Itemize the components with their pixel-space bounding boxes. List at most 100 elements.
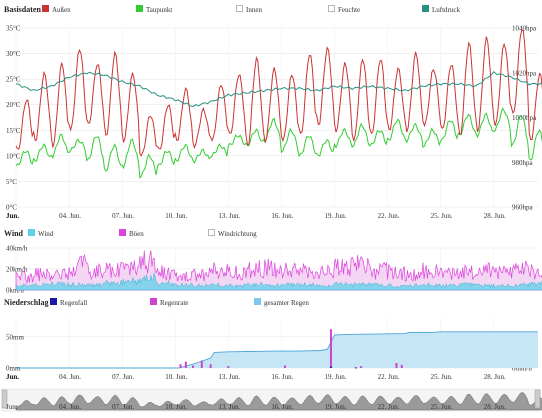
navigator-handle-left[interactable] [1,389,8,409]
series-area-gesamter-regen [16,331,538,368]
y-tick-label: 0km/h [6,287,24,295]
y-tick-label: 40km/h [6,245,28,253]
legend-label: Luftdruck [432,6,460,14]
x-tick-label: 25. Jun. [431,373,453,381]
rain-series [16,329,538,369]
x-tick-label: 13. Jun. [218,212,240,220]
rain-legend: Regenfall Regenrate gesamter Regen [50,298,309,307]
basis-panel: Basisdaten Außen Taupunkt Innen Feuchte Luft… [4,5,542,220]
y-tick-label-left: 5°C [6,178,17,186]
series-area-wind [15,272,542,291]
legend-item-windrichtung[interactable]: Windrichtung [208,229,258,239]
basis-gridlines [15,27,538,208]
legend-swatch [136,5,143,12]
navigator-tick-label: 04. Jun. [59,403,81,411]
basis-x-axis: Jun. 04. Jun. 07. Jun. 10. Jun. 13. Jun. 16. … [6,212,506,220]
y-tick-label-right: 1020hpa [512,69,537,77]
navigator-tick-label: Jun. [6,403,18,411]
navigator-tick-label: 28. Jun. [484,403,506,411]
rain-y-axis-left: 0mm 50mm [6,333,24,372]
x-tick-label: 07. Jun. [112,373,134,381]
rain-panel: Niederschlag Regenfall Regenrate gesamter … [4,298,538,381]
legend-item-feuchte[interactable]: Feuchte [328,5,361,15]
navigator-x-axis: Jun. 04. Jun. 07. Jun. 10. Jun. 13. Jun. 16. … [6,403,506,411]
legend-item-taupunkt[interactable]: Taupunkt [136,5,172,14]
wind-legend: Wind Böen Windrichtung [28,229,257,238]
navigator-tick-label: 16. Jun. [271,403,293,411]
regenrate-bar [360,366,363,368]
series-line-taupunkt [15,107,542,180]
legend-swatch [119,229,126,236]
legend-label: Wind [38,230,54,238]
legend-label: Regenfall [60,299,87,307]
legend-item-b-en[interactable]: Böen [119,229,144,238]
basis-series [15,29,542,180]
legend-item-gesamter-regen[interactable]: gesamter Regen [254,298,309,307]
legend-label: gesamter Regen [264,299,309,307]
x-tick-label: Jun. [6,212,19,220]
x-tick-label: 13. Jun. [218,373,240,381]
navigator-tick-label: 25. Jun. [431,403,453,411]
legend-item-au-en[interactable]: Außen [42,5,71,14]
x-tick-label: 25. Jun. [431,212,453,220]
x-tick-label: 04. Jun. [59,373,81,381]
y-tick-label-right: 1000hpa [512,114,537,122]
regenfall-bar [329,366,332,368]
x-tick-label: Jun. [6,373,19,381]
wind-y-axis: 0km/h 20km/h 40km/h [6,245,28,295]
basis-y-axis-left: 0°C 5°C 10°C 15°C 20°C 25°C 30°C 35°C [6,25,21,212]
legend-label: Regenrate [160,299,188,307]
regenrate-bar [329,329,332,368]
legend-swatch-disabled [236,5,243,12]
legend-item-wind[interactable]: Wind [28,229,54,238]
x-tick-label: 28. Jun. [484,212,506,220]
y-tick-label-left: 0°C [6,204,17,212]
legend-label: Außen [52,6,71,14]
navigator-series [15,392,542,411]
basis-y-axis-right: 960hpa 980hpa 1000hpa 1020hpa 1040hpa [512,25,537,212]
legend-swatch [422,5,429,12]
x-tick-label: 16. Jun. [271,212,293,220]
navigator-tick-label: 19. Jun. [325,403,347,411]
legend-swatch [42,5,49,12]
navigator-tick-label: 22. Jun. [378,403,400,411]
regenrate-bar [227,366,230,368]
wind-panel: Wind Wind Böen Windrichtung 0km/h 20km/h 40k… [4,229,542,295]
y-tick-label-right: 960hpa [512,204,534,212]
x-tick-label: 19. Jun. [325,373,347,381]
y-tick-label-left: 20°C [6,101,21,109]
series-line-gesamter-regen [16,331,538,369]
legend-swatch-disabled [208,229,215,236]
y-tick-label-left: 35°C [6,25,21,33]
x-tick-label: 07. Jun. [112,212,134,220]
wind-series [15,250,542,291]
legend-item-regenrate[interactable]: Regenrate [150,298,188,307]
legend-label: Feuchte [338,6,360,14]
regenrate-bar [179,364,182,368]
regenrate-bar [400,364,403,368]
y-tick-label-right: 0mm/h [512,365,532,373]
regenrate-bar [283,365,286,368]
y-tick-label-right: 1040hpa [512,25,537,33]
navigator-tick-label: 10. Jun. [165,403,187,411]
regenrate-bar [395,363,398,368]
regenrate-bar [209,364,212,368]
navigator-handle-right[interactable] [534,389,541,409]
x-tick-label: 10. Jun. [165,212,187,220]
x-tick-label: 22. Jun. [378,212,400,220]
legend-item-regenfall[interactable]: Regenfall [50,298,87,307]
legend-item-innen[interactable]: Innen [236,5,263,15]
range-navigator[interactable]: Jun. 04. Jun. 07. Jun. 10. Jun. 13. Jun. 16. … [1,388,542,412]
basis-legend: Außen Taupunkt Innen Feuchte Luftdruck [42,5,460,14]
x-tick-label: 28. Jun. [484,373,506,381]
legend-item-luftdruck[interactable]: Luftdruck [422,5,460,14]
y-tick-label-left: 15°C [6,127,21,135]
y-tick-label-left: 0mm [6,365,21,373]
y-tick-label-left: 25°C [6,76,21,84]
regenrate-bar [191,365,194,368]
x-tick-label: 16. Jun. [271,373,293,381]
x-tick-label: 19. Jun. [325,212,347,220]
x-tick-label: 04. Jun. [59,212,81,220]
regenfall-bar [354,367,357,369]
regenrate-bar [184,361,187,368]
